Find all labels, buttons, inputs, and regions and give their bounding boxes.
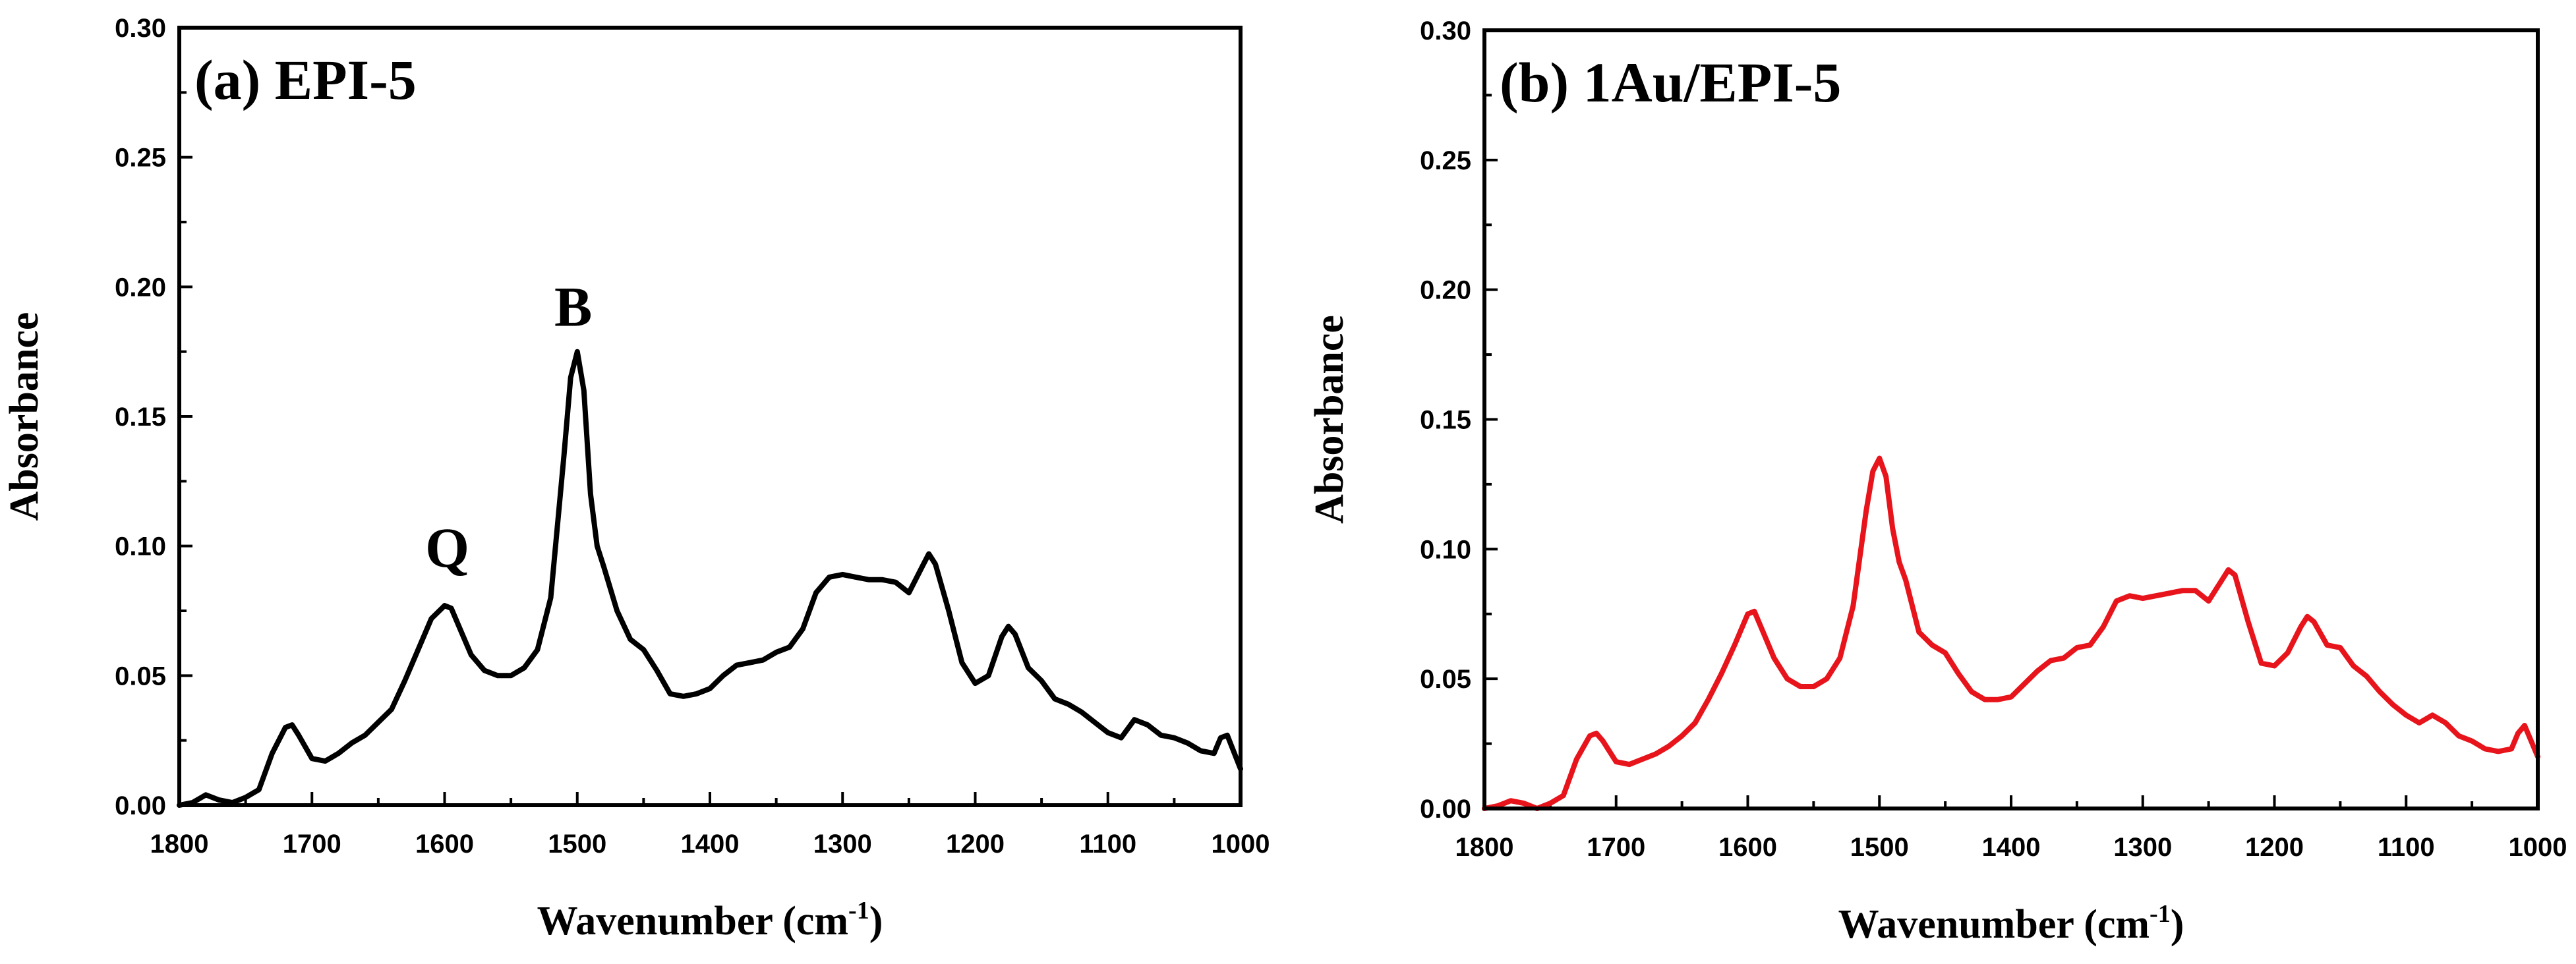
x-axis-title-text: Wavenumber (cm <box>537 899 848 944</box>
x-tick-label: 1500 <box>548 830 606 859</box>
x-tick-label: 1700 <box>283 830 341 859</box>
y-tick-label: 0.25 <box>115 144 166 173</box>
x-axis-title-close: ) <box>2171 902 2184 947</box>
x-tick-label: 1100 <box>2378 833 2435 862</box>
y-axis-title: Absorbance <box>2 312 47 521</box>
x-tick-label: 1700 <box>1587 833 1645 862</box>
plot-frame <box>1482 28 2540 810</box>
y-tick-label: 0.00 <box>115 791 166 820</box>
panel-a: 1800 1700 1600 1500 1400 1300 1200 1100 1000 0.00… <box>2 14 1270 944</box>
plot-frame <box>177 26 1243 807</box>
x-tick-label: 1200 <box>2245 833 2304 862</box>
x-tick-label: 1300 <box>2113 833 2172 862</box>
x-tick-label: 1400 <box>681 830 740 859</box>
x-axis-title-text: Wavenumber (cm <box>1838 902 2150 947</box>
peak-label: B <box>554 275 592 338</box>
y-tick-label: 0.30 <box>1420 16 1471 45</box>
y-tick-label: 0.20 <box>1420 276 1471 305</box>
y-tick-label: 0.15 <box>1420 406 1471 435</box>
panel-title: (a) EPI-5 <box>194 48 417 111</box>
x-tick-label: 1600 <box>415 830 474 859</box>
x-axis-title-close: ) <box>869 899 883 944</box>
y-tick-label: 0.10 <box>1420 535 1471 564</box>
x-tick-label: 1100 <box>1079 830 1136 859</box>
y-tick-label: 0.15 <box>115 403 166 432</box>
x-tick-label: 1800 <box>1455 833 1514 862</box>
panel-title: (b) 1Au/EPI-5 <box>1500 51 1841 114</box>
x-axis-title-superscript: -1 <box>2150 900 2171 928</box>
x-axis-title-superscript: -1 <box>848 897 869 924</box>
x-axis-title: Wavenumber (cm-1) <box>1838 900 2184 947</box>
x-tick-label: 1200 <box>946 830 1005 859</box>
y-tick-label: 0.05 <box>115 662 166 691</box>
y-tick-label: 0.20 <box>115 273 166 302</box>
x-tick-label: 1800 <box>150 830 209 859</box>
y-axis-title: Absorbance <box>1307 315 1352 524</box>
x-axis-title: Wavenumber (cm-1) <box>537 897 883 944</box>
y-tick-label: 0.00 <box>1420 795 1471 824</box>
x-tick-label: 1500 <box>1850 833 1909 862</box>
x-tick-label: 1400 <box>1982 833 2041 862</box>
x-tick-label: 1000 <box>2509 833 2567 862</box>
y-tick-label: 0.10 <box>115 532 166 561</box>
panel-b: 1800 1700 1600 1500 1400 1300 1200 1100 1000 0.00… <box>1307 16 2567 947</box>
peak-label: Q <box>425 516 469 579</box>
y-tick-label: 0.30 <box>115 14 166 43</box>
x-tick-label: 1600 <box>1718 833 1777 862</box>
x-tick-label: 1300 <box>813 830 872 859</box>
series-line-1au-epi-5 <box>1482 455 2540 811</box>
y-tick-label: 0.05 <box>1420 665 1471 694</box>
y-tick-label: 0.25 <box>1420 146 1471 175</box>
series-line-epi-5 <box>177 349 1243 808</box>
x-tick-label: 1000 <box>1212 830 1270 859</box>
